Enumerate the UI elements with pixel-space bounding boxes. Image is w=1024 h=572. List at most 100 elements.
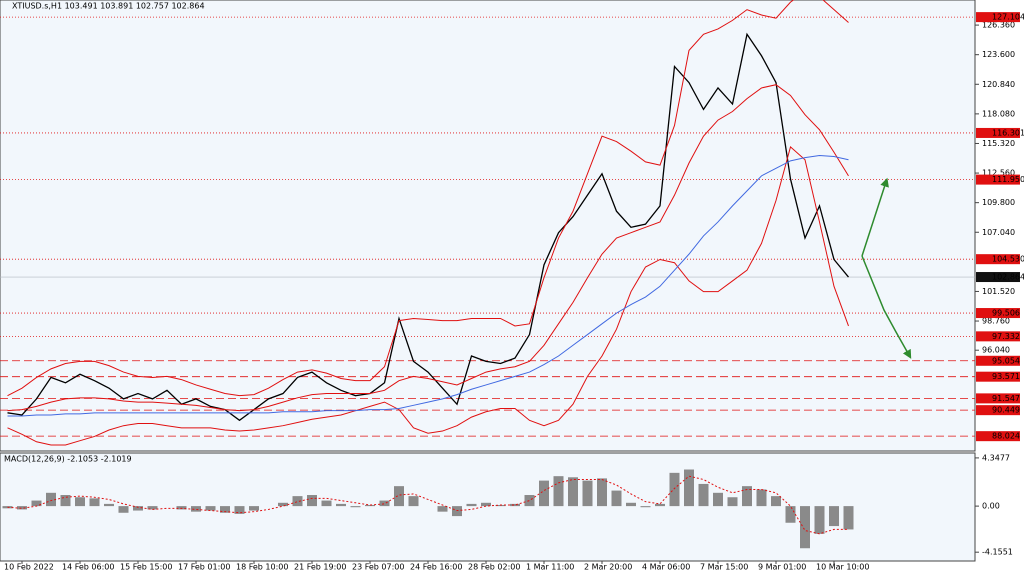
level-label: 93.571 [992,372,1020,381]
macd-bar [104,503,114,507]
y-tick-label: 126.360 [982,21,1015,30]
up-arrow [861,177,889,257]
level-label-box [976,431,1020,442]
macd-bar [524,495,535,507]
x-tick-label: 1 Mar 11:00 [526,563,574,572]
x-tick-label: 2 Mar 20:00 [584,563,632,572]
macd-bar [234,506,245,514]
price-line [7,84,849,412]
macd-bar [669,472,680,507]
x-tick-label: 23 Feb 07:00 [352,563,404,572]
y-tick-label: 123.600 [982,50,1015,59]
level-label: 95.054 [992,356,1020,365]
y-tick-label: 96.040 [982,346,1010,355]
level-label: 88.024 [992,432,1020,441]
macd-bar [220,506,230,513]
macd-bar [814,506,825,534]
macd-bar [756,489,767,507]
price-line [7,32,850,422]
x-tick-label: 14 Feb 06:00 [62,563,114,572]
level-label: 104.530 [992,255,1024,264]
y-tick-label: 120.840 [982,80,1015,89]
macd-bar [843,506,854,530]
last-price-box [976,272,1020,283]
level-label: 99.506 [992,309,1020,318]
level-label: 111.950 [992,175,1024,184]
macd-bar [408,496,419,507]
level-label: 97.332 [992,332,1020,341]
y-tick-label: 0.00 [982,502,1000,511]
level-label: 116.301 [992,128,1024,137]
price-line [7,154,849,417]
level-label-box [976,254,1020,265]
macd-bar [742,486,752,507]
level-label-box [976,331,1020,342]
y-tick-label: 118.080 [982,109,1015,118]
macd-bar [292,496,303,507]
macd-bar [147,506,158,510]
macd-bar [278,502,288,507]
macd-bar [350,506,361,508]
macd-bar [75,497,85,507]
x-tick-label: 10 Feb 2022 [4,563,54,572]
macd-bar [60,495,71,507]
level-label-box [976,127,1020,138]
macd-bar [17,506,27,510]
price-line [7,0,849,397]
signal-line [7,475,849,535]
y-tick-label: 109.800 [982,198,1015,207]
y-tick-label: 115.320 [982,139,1015,148]
macd-bar [582,480,593,507]
macd-bar [771,496,781,507]
last-price-label: 102.864 [992,273,1024,282]
x-tick-label: 18 Feb 10:00 [236,563,288,572]
price-plot [0,0,975,446]
x-tick-label: 10 Mar 10:00 [816,563,869,572]
macd-bar [191,506,201,512]
macd-bar [394,486,404,507]
x-tick-label: 17 Feb 01:00 [178,563,230,572]
forecast-arrows [861,177,912,359]
y-tick-label: 4.3477 [982,453,1010,462]
down-arrow [861,255,912,359]
macd-bar [205,506,216,511]
macd-bar [466,503,477,507]
macd-bar [437,506,448,512]
x-tick-label: 28 Feb 02:00 [468,563,520,572]
level-label-box [976,371,1020,382]
x-tick-label: 21 Feb 19:00 [294,563,346,572]
y-tick-label: 112.560 [982,169,1015,178]
macd-bar [829,506,839,527]
y-tick-label: -4.1551 [982,548,1013,557]
y-tick-label: 98.760 [982,317,1010,326]
macd-bar [785,506,796,523]
level-label-box [976,393,1020,404]
macd-bar [31,500,42,507]
macd-bar [336,503,346,507]
macd-bar [698,483,709,507]
macd-bar [684,469,694,507]
x-tick-label: 9 Mar 01:00 [758,563,806,572]
macd-bar [176,506,187,510]
macd-bar [452,506,462,517]
macd-bar [46,492,56,507]
macd-bar [727,497,738,507]
macd-bar [800,506,810,549]
macd-bar [611,490,622,507]
macd-bar [626,502,636,507]
level-label: 90.449 [992,406,1020,415]
macd-title: MACD(12,26,9) -2.1053 -2.1019 [4,455,132,464]
macd-bar [249,506,259,511]
level-label-box [976,12,1020,23]
x-tick-label: 24 Feb 16:00 [410,563,462,572]
macd-bar [640,506,651,508]
macd-bar [321,500,332,507]
level-label: 91.547 [992,394,1020,403]
macd-bar [510,503,520,507]
level-label-box [976,174,1020,185]
macd-bar [553,476,564,507]
macd-plot [2,469,854,549]
macd-bar [307,495,317,507]
price-panel [0,0,976,452]
